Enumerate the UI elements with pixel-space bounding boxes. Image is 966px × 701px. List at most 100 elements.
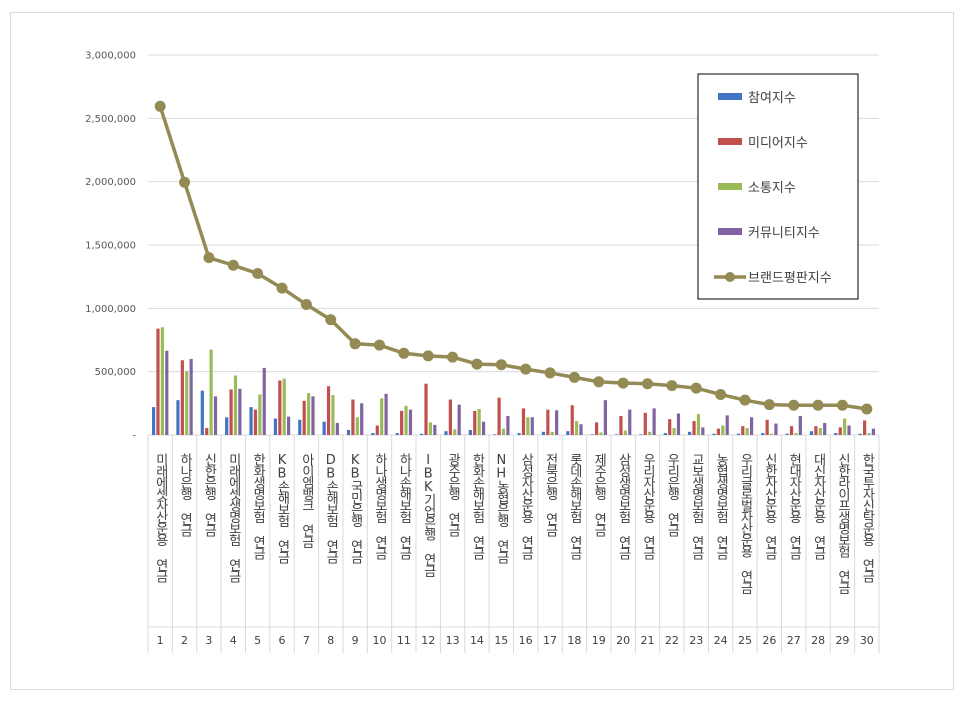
category-label: NH농협은행 연금: [494, 453, 509, 564]
bar-2-30: [863, 420, 867, 435]
category-label: KB손해보험 연금: [275, 453, 290, 564]
legend-label: 브랜드평판지수: [748, 271, 832, 286]
bar-4-14: [481, 421, 486, 435]
category-number: 5: [254, 634, 261, 647]
bar-1-11: [395, 433, 399, 435]
line-point-3: [203, 252, 215, 264]
category-label: 광주은행 연금: [445, 453, 460, 537]
line-point-8: [325, 314, 337, 326]
bar-4-7: [311, 396, 315, 435]
category-number: 9: [352, 634, 359, 647]
category-label: 한국투자신탁운용 연금: [859, 453, 874, 583]
bar-3-15: [501, 428, 506, 435]
line-point-20: [617, 377, 629, 389]
bar-2-8: [326, 386, 331, 435]
line-point-17: [544, 367, 556, 379]
bar-2-2: [180, 360, 184, 435]
bar-4-28: [823, 422, 827, 435]
line-point-23: [690, 382, 702, 394]
bar-4-3: [213, 396, 218, 435]
bar-4-25: [749, 417, 754, 435]
bar-1-20: [614, 434, 619, 435]
category-number: 10: [372, 634, 386, 647]
category-number: 13: [446, 634, 460, 647]
line-point-28: [812, 399, 824, 411]
bar-2-23: [692, 421, 696, 435]
bar-1-29: [834, 433, 838, 435]
category-label: 제주은행 연금: [591, 453, 606, 537]
bar-4-2: [189, 359, 193, 435]
bar-3-23: [696, 414, 701, 435]
bar-2-14: [473, 410, 477, 435]
y-tick-label: 2,500,000: [85, 114, 136, 125]
bar-1-18: [566, 431, 570, 435]
category-number: 14: [470, 634, 484, 647]
bar-1-21: [639, 434, 643, 435]
bar-3-29: [843, 418, 847, 435]
bar-3-28: [818, 428, 822, 435]
bar-1-4: [225, 417, 229, 435]
category-number: 2: [181, 634, 188, 647]
bar-1-25: [736, 433, 740, 435]
category-number: 21: [641, 634, 655, 647]
legend-swatch-marker: [725, 272, 735, 282]
bar-3-12: [428, 422, 433, 435]
category-number: 15: [494, 634, 508, 647]
category-number: 3: [205, 634, 212, 647]
line-point-14: [471, 358, 483, 370]
category-number: 1: [157, 634, 164, 647]
bar-1-28: [809, 431, 814, 435]
bar-2-9: [351, 399, 355, 435]
category-label: 신한은행 연금: [201, 453, 216, 537]
y-tick-label: 1,000,000: [85, 304, 136, 315]
bar-1-5: [249, 407, 253, 435]
legend-label: 소통지수: [748, 181, 796, 196]
bar-3-22: [672, 428, 676, 435]
bar-2-28: [814, 426, 818, 435]
line-point-22: [666, 380, 678, 392]
line-point-2: [179, 176, 191, 188]
bar-2-25: [741, 426, 745, 435]
category-number: 28: [811, 634, 825, 647]
bar-3-2: [185, 371, 189, 435]
bar-4-22: [676, 413, 681, 435]
bar-3-3: [209, 349, 213, 435]
chart-frame: - 500,000 1,000,000 1,500,000 2,000,000 2,500…: [10, 12, 954, 690]
line-point-26: [763, 399, 775, 411]
line-point-19: [593, 376, 605, 388]
bar-4-23: [701, 427, 705, 435]
bar-2-10: [375, 425, 379, 435]
category-label: 교보생명보험 연금: [689, 453, 704, 560]
bar-4-13: [457, 404, 461, 435]
category-label: 롯데손해보험 연금: [567, 453, 582, 560]
category-number: 8: [327, 634, 334, 647]
line-point-12: [422, 350, 434, 362]
line-point-4: [227, 259, 239, 271]
category-label: 우리은행 연금: [664, 453, 679, 537]
category-label: 우리글로벌자산운용 연금: [737, 453, 752, 595]
bar-4-15: [506, 416, 510, 435]
bar-3-5: [258, 394, 262, 435]
y-tick-label: 1,500,000: [85, 241, 136, 252]
line-point-1: [154, 100, 166, 112]
bar-2-13: [448, 399, 452, 435]
bar-4-8: [335, 422, 339, 435]
category-label: 삼성자산운용 연금: [518, 453, 533, 560]
bar-1-24: [712, 433, 716, 435]
category-label: 신한자산운용 연금: [762, 453, 777, 560]
bar-3-26: [769, 433, 774, 435]
bar-2-18: [570, 405, 574, 435]
bar-2-29: [838, 427, 842, 435]
bar-2-24: [716, 428, 721, 435]
bar-1-16: [517, 433, 521, 435]
bar-3-21: [648, 431, 652, 435]
line-point-13: [447, 351, 459, 363]
category-label: 아이엠뱅크 연금: [299, 453, 314, 549]
category-label: 삼성생명보험 연금: [616, 453, 631, 560]
category-number: 18: [567, 634, 581, 647]
bar-4-26: [774, 423, 778, 435]
bar-4-12: [433, 424, 437, 435]
bar-3-6: [282, 378, 286, 435]
category-label: 신한라이프생명보험 연금: [835, 453, 850, 595]
category-label: 하나생명보험 연금: [372, 453, 387, 560]
